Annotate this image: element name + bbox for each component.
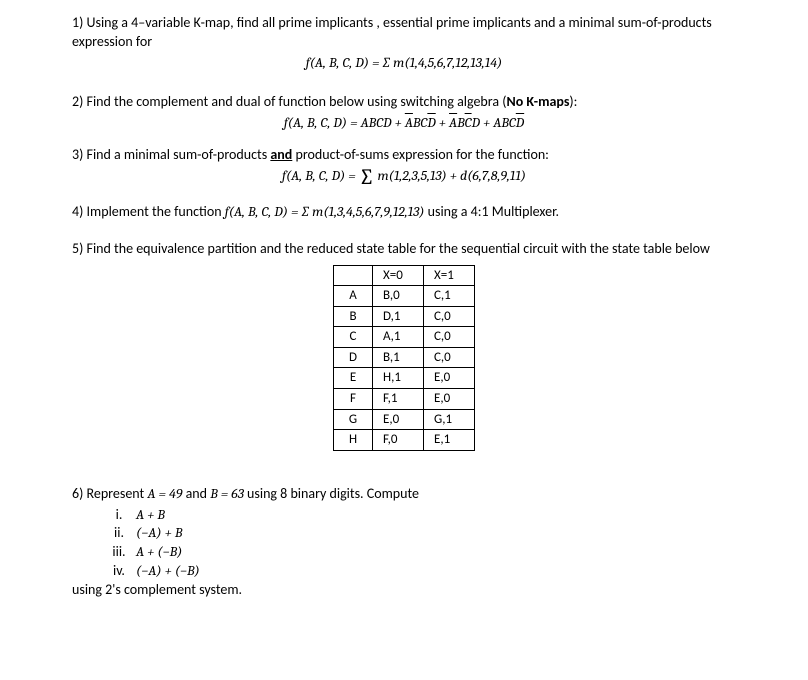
cell: C,0 bbox=[424, 347, 475, 368]
q2-text-c: ): bbox=[569, 93, 577, 110]
table-row: BD,1C,0 bbox=[334, 306, 475, 327]
cell: C bbox=[334, 327, 373, 348]
cell: D,1 bbox=[373, 306, 424, 327]
cell: G,1 bbox=[424, 409, 475, 430]
q3-m: m(1,2,3,5,13) + d(6,7,8,9,11) bbox=[377, 167, 526, 184]
q6-item-expr: (−A) + (−B) bbox=[136, 562, 200, 581]
q2-t2a: A bbox=[405, 114, 413, 131]
sigma-icon: ∑ bbox=[359, 169, 375, 187]
q2-plus3: + bbox=[480, 114, 493, 131]
q2-t4a: ABC bbox=[493, 114, 516, 131]
q6-item-num: i. bbox=[102, 506, 136, 525]
q6-item-num: ii. bbox=[102, 524, 136, 543]
q6-item: iii.A + (−B) bbox=[102, 543, 736, 562]
cell: E bbox=[334, 368, 373, 389]
q4-text-a: 4) Implement the function bbox=[72, 203, 225, 220]
cell: G bbox=[334, 409, 373, 430]
q6-item-num: iv. bbox=[102, 562, 136, 581]
q5-text: 5) Find the equivalence partition and th… bbox=[72, 240, 710, 257]
q6-item-num: iii. bbox=[102, 543, 136, 562]
table-row: AB,0C,1 bbox=[334, 286, 475, 307]
q6-text-b: and bbox=[182, 485, 210, 502]
cell: F,0 bbox=[373, 430, 424, 451]
cell: D bbox=[334, 347, 373, 368]
q2-t3b: B bbox=[457, 114, 465, 131]
q2-t3c: C bbox=[465, 114, 472, 131]
q6-eqA: A = 49 bbox=[147, 485, 182, 502]
q2-equation: f(A, B, C, D) = ABCD + ABCD + ABCD + ABC… bbox=[72, 114, 736, 133]
table-row: EH,1E,0 bbox=[334, 368, 475, 389]
q2-text-b: No K-maps bbox=[507, 93, 570, 110]
cell: H,1 bbox=[373, 368, 424, 389]
question-3: 3) Find a minimal sum-of-products and pr… bbox=[72, 146, 736, 186]
th-x0: X=0 bbox=[373, 265, 424, 286]
q4-eq: f(A, B, C, D) = ∑ m(1,3,4,5,6,7,9,12,13) bbox=[225, 203, 425, 220]
q6-subitems: i.A + B ii.(−A) + B iii.A + (−B) iv.(−A)… bbox=[102, 506, 736, 582]
q6-item: ii.(−A) + B bbox=[102, 524, 736, 543]
q3-text-b: and bbox=[270, 146, 292, 163]
table-row: GE,0G,1 bbox=[334, 409, 475, 430]
th-x1: X=1 bbox=[424, 265, 475, 286]
question-1: 1) Using a 4–variable K-map, find all pr… bbox=[72, 14, 736, 73]
question-6: 6) Represent A = 49 and B = 63 using 8 b… bbox=[72, 485, 736, 600]
q4-text-b: using a 4:1 Multiplexer. bbox=[424, 203, 559, 220]
q6-item: i.A + B bbox=[102, 506, 736, 525]
q3-lhs: f(A, B, C, D) = bbox=[282, 167, 359, 184]
table-row: CA,1C,0 bbox=[334, 327, 475, 348]
q2-t4b: D bbox=[516, 114, 524, 131]
question-4: 4) Implement the function f(A, B, C, D) … bbox=[72, 203, 736, 222]
cell: A,1 bbox=[373, 327, 424, 348]
cell: H bbox=[334, 430, 373, 451]
q2-text-a: 2) Find the complement and dual of funct… bbox=[72, 93, 507, 110]
q1-text: 1) Using a 4–variable K-map, find all pr… bbox=[72, 14, 712, 50]
q6-item-expr: (−A) + B bbox=[136, 524, 182, 543]
cell: E,0 bbox=[424, 368, 475, 389]
cell: C,0 bbox=[424, 327, 475, 348]
q3-equation: f(A, B, C, D) = ∑ m(1,2,3,5,13) + d(6,7,… bbox=[72, 167, 736, 187]
q6-text-c: using 8 binary digits. Compute bbox=[244, 485, 419, 502]
th-blank bbox=[334, 265, 373, 286]
cell: E,0 bbox=[373, 409, 424, 430]
q2-t2c: D bbox=[427, 114, 435, 131]
q6-eqB: B = 63 bbox=[210, 485, 244, 502]
cell: B bbox=[334, 306, 373, 327]
q6-item-expr: A + (−B) bbox=[136, 543, 182, 562]
q3-text-a: 3) Find a minimal sum-of-products bbox=[72, 146, 270, 163]
q6-item: iv.(−A) + (−B) bbox=[102, 562, 736, 581]
table-row: FF,1E,0 bbox=[334, 389, 475, 410]
table-header-row: X=0 X=1 bbox=[334, 265, 475, 286]
q2-lhs: f(A, B, C, D) = bbox=[284, 114, 361, 131]
q6-tail: using 2's complement system. bbox=[72, 581, 242, 598]
q2-plus2: + bbox=[436, 114, 449, 131]
q2-t1: ABCD bbox=[361, 114, 392, 131]
table-row: HF,0E,1 bbox=[334, 430, 475, 451]
q6-item-expr: A + B bbox=[136, 506, 165, 525]
cell: B,0 bbox=[373, 286, 424, 307]
cell: C,0 bbox=[424, 306, 475, 327]
cell: E,0 bbox=[424, 389, 475, 410]
cell: F bbox=[334, 389, 373, 410]
cell: B,1 bbox=[373, 347, 424, 368]
q6-text-a: 6) Represent bbox=[72, 485, 147, 502]
q2-t2b: BC bbox=[413, 114, 427, 131]
q2-plus1: + bbox=[392, 114, 405, 131]
q3-text-c: product-of-sums expression for the funct… bbox=[292, 146, 549, 163]
table-row: DB,1C,0 bbox=[334, 347, 475, 368]
cell: C,1 bbox=[424, 286, 475, 307]
cell: F,1 bbox=[373, 389, 424, 410]
q2-t3a: A bbox=[449, 114, 457, 131]
cell: A bbox=[334, 286, 373, 307]
q1-equation: f(A, B, C, D) = ∑ m(1,4,5,6,7,12,13,14) bbox=[72, 54, 736, 73]
problem-set-page: 1) Using a 4–variable K-map, find all pr… bbox=[0, 0, 808, 622]
question-5: 5) Find the equivalence partition and th… bbox=[72, 240, 736, 451]
question-2: 2) Find the complement and dual of funct… bbox=[72, 93, 736, 133]
state-table: X=0 X=1 AB,0C,1 BD,1C,0 CA,1C,0 DB,1C,0 … bbox=[333, 265, 475, 451]
cell: E,1 bbox=[424, 430, 475, 451]
q2-t3d: D bbox=[472, 114, 480, 131]
